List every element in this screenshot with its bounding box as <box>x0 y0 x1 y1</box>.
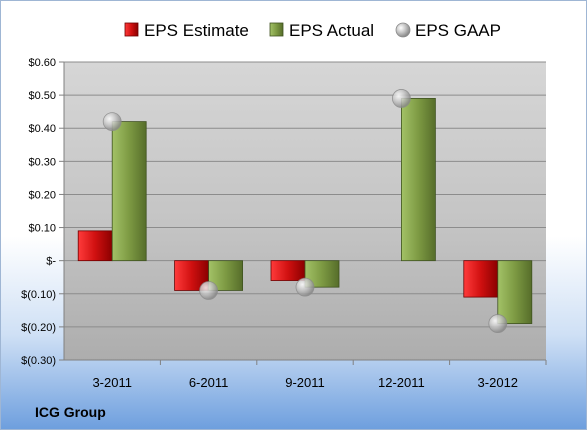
axes: $0.60 $0.50 $0.40 $0.30 $0.20 $0.10 $- $(0.10) $… <box>21 57 547 390</box>
y-tick-label: $(0.20) <box>21 322 56 334</box>
x-tick-label: 12-2011 <box>378 375 425 390</box>
legend-label: EPS Actual <box>289 21 374 40</box>
eps-chart: EPS Estimate EPS Actual EPS GAAP $0.60 $0.5… <box>21 21 547 390</box>
eps-estimate-bar <box>463 260 499 298</box>
company-name: ICG Group <box>35 404 106 420</box>
y-tick-label: $0.20 <box>28 189 56 201</box>
legend-actual-swatch <box>269 22 284 37</box>
eps-actual-bar <box>111 121 147 262</box>
legend-estimate-swatch <box>124 22 139 37</box>
eps-gaap-dot <box>295 277 315 297</box>
eps-actual-bar <box>497 260 533 324</box>
eps-gaap-dot <box>488 314 508 333</box>
legend-gaap-swatch <box>395 22 411 38</box>
eps-actual-bar <box>400 98 436 262</box>
y-tick-label: $- <box>46 256 56 268</box>
y-tick-label: $0.10 <box>28 223 56 235</box>
y-tick-label: $(0.10) <box>21 289 56 301</box>
eps-gaap-dot <box>102 112 122 131</box>
legend-label: EPS Estimate <box>144 21 249 40</box>
x-tick-label: 3-2012 <box>478 375 518 390</box>
y-tick-label: $0.50 <box>28 90 56 102</box>
y-tick-label: $(0.30) <box>21 355 56 367</box>
x-tick-label: 9-2011 <box>285 375 325 390</box>
x-tick-label: 6-2011 <box>189 375 229 390</box>
x-tick-label: 3-2011 <box>92 375 132 390</box>
chart-marks <box>77 89 533 333</box>
legend-label: EPS GAAP <box>415 21 501 40</box>
legend: EPS Estimate EPS Actual EPS GAAP <box>124 21 501 40</box>
eps-estimate-bar <box>77 230 113 262</box>
y-tick-label: $0.40 <box>28 123 56 135</box>
y-tick-label: $0.30 <box>28 156 56 168</box>
eps-gaap-dot <box>391 89 411 108</box>
y-tick-label: $0.60 <box>28 57 56 69</box>
eps-gaap-dot <box>199 281 219 300</box>
eps-estimate-bar <box>270 260 306 281</box>
